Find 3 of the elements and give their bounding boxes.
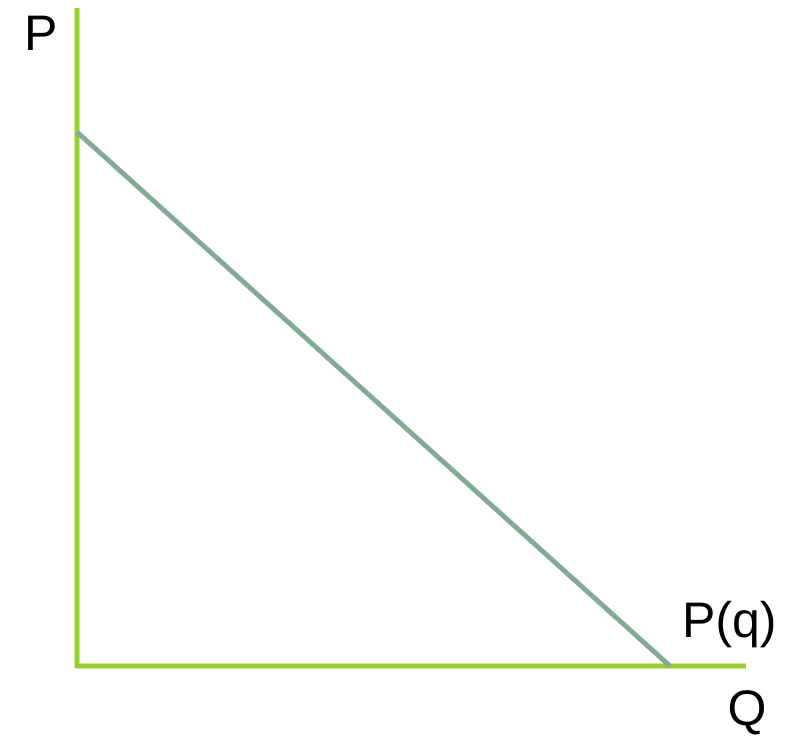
x-axis-title: Q (728, 680, 766, 736)
y-axis-title: P (24, 5, 58, 61)
series-label: P(q) (682, 592, 776, 648)
